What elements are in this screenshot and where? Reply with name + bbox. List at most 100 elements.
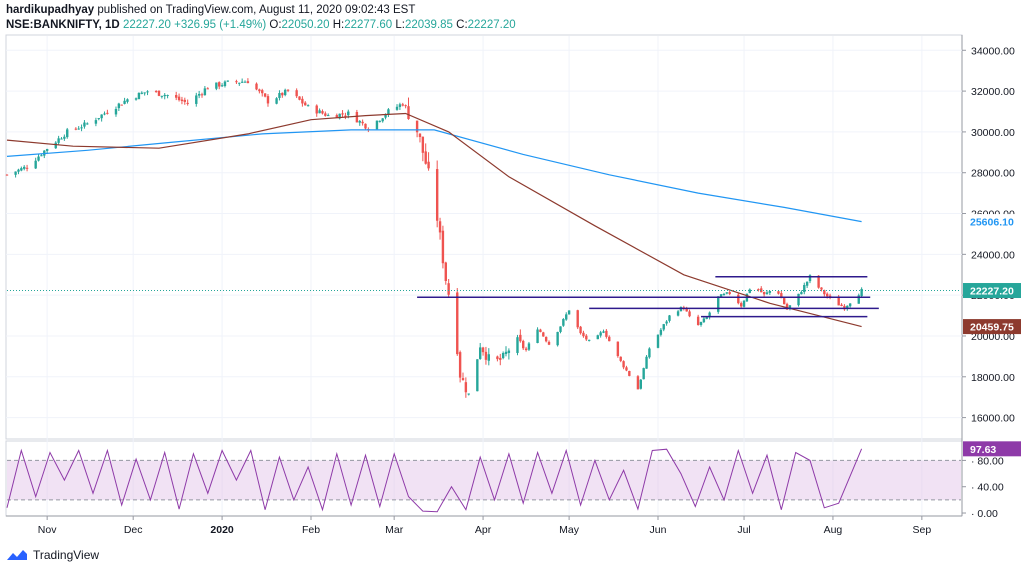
- candle-body: [418, 133, 422, 138]
- candle-body: [696, 316, 700, 326]
- time-tick-label: Aug: [824, 524, 843, 536]
- candle-body: [648, 348, 651, 358]
- candle-body: [685, 308, 688, 312]
- candle-body: [286, 89, 290, 91]
- low-value: 22039.85: [404, 19, 453, 31]
- price-tick-label: 30000.00: [971, 127, 1015, 139]
- candle-body: [536, 329, 539, 344]
- candle-body: [848, 303, 852, 307]
- candle-body: [619, 356, 622, 361]
- time-tick-label: 2020: [210, 524, 234, 536]
- candle-body: [424, 151, 427, 164]
- close-value: 22227.20: [467, 19, 516, 31]
- candle-body: [808, 275, 812, 282]
- candle-body: [375, 120, 379, 130]
- candle-body: [728, 292, 731, 294]
- candle-body: [803, 284, 806, 293]
- candle-body: [484, 351, 488, 360]
- candle-body: [705, 317, 708, 319]
- candle-body: [318, 110, 321, 114]
- candle-body: [507, 350, 511, 353]
- ma-fast-badge: 20459.75: [970, 322, 1014, 334]
- price-tick-label: 32000.00: [971, 86, 1015, 98]
- candle-body: [226, 80, 230, 82]
- candle-body: [100, 114, 103, 119]
- ma-fast-badge-bg: [963, 319, 1021, 335]
- candle-body: [180, 99, 184, 102]
- chart-canvas[interactable]: 16000.0018000.0020000.0022000.0024000.00…: [0, 0, 1024, 545]
- candle-body: [587, 339, 591, 341]
- candle-body: [435, 169, 439, 221]
- candle-body: [34, 160, 37, 169]
- candle-body: [263, 93, 267, 97]
- candle-body: [387, 109, 390, 115]
- candle-body: [441, 230, 445, 264]
- candle-body: [80, 127, 83, 129]
- candle-body: [447, 283, 450, 295]
- candle-body: [438, 221, 442, 233]
- candle-body: [338, 113, 341, 119]
- candle-body: [5, 174, 9, 176]
- candle-body: [298, 96, 301, 100]
- candle-body: [240, 81, 244, 83]
- symbol-line: NSE:BANKNIFTY, 1D 22227.20 +326.95 (+1.4…: [6, 18, 516, 33]
- candle-body: [622, 361, 625, 368]
- published-text: published on TradingView.com, August 11,…: [97, 4, 416, 16]
- footer-brand[interactable]: TradingView: [33, 548, 100, 562]
- candle-body: [788, 305, 792, 309]
- candle-body: [522, 340, 525, 349]
- candle-body: [805, 281, 809, 286]
- oscillator-tick-label: · 0.00: [971, 508, 998, 520]
- candle-body: [556, 331, 559, 346]
- candle-body: [154, 91, 158, 93]
- candle-body: [464, 382, 468, 393]
- candle-body: [57, 138, 60, 143]
- candle-body: [404, 105, 407, 107]
- oscillator-plot: · 0.00 · 40.00 · 80.00: [6, 448, 1004, 520]
- publish-line: hardikupadhyay published on TradingView.…: [6, 3, 516, 18]
- candle-body: [14, 171, 17, 175]
- candle-body: [800, 292, 803, 295]
- candle-body: [421, 136, 425, 153]
- time-tick-label: Mar: [385, 524, 404, 536]
- candle-body: [83, 122, 86, 127]
- candle-body: [616, 341, 620, 357]
- last-price-badge-bg: [963, 283, 1021, 299]
- candle-body: [565, 314, 568, 320]
- candle-body: [341, 113, 344, 115]
- candle-body: [768, 290, 772, 293]
- candle-body: [780, 293, 783, 299]
- candle-body: [748, 289, 751, 293]
- candle-body: [146, 91, 149, 93]
- candle-body: [539, 329, 542, 333]
- candle-body: [567, 310, 571, 315]
- candle-body: [478, 347, 482, 359]
- candle-body: [398, 104, 402, 107]
- candle-body: [218, 82, 221, 87]
- candle-body: [200, 94, 204, 96]
- candle-body: [760, 288, 763, 293]
- candle-body: [820, 287, 823, 290]
- change-text: +326.95 (+1.49%): [174, 19, 267, 31]
- candle-body: [281, 92, 284, 96]
- price-tick-label: 34000.00: [971, 45, 1015, 57]
- close-label: C:: [456, 19, 468, 31]
- candle-body: [659, 329, 663, 335]
- candle-body: [739, 303, 743, 307]
- symbol-label[interactable]: NSE:BANKNIFTY, 1D: [6, 19, 120, 31]
- publisher-name[interactable]: hardikupadhyay: [6, 4, 95, 16]
- candle-body: [60, 138, 63, 140]
- candle-body: [203, 88, 207, 96]
- time-tick-label: Feb: [302, 524, 320, 536]
- chart-header: hardikupadhyay published on TradingView.…: [6, 3, 516, 33]
- candle-body: [427, 161, 430, 169]
- ma-slow-badge: 25606.10: [970, 217, 1014, 229]
- candle-body: [378, 120, 382, 122]
- price-tick-label: 16000.00: [971, 413, 1015, 425]
- candle-body: [717, 296, 720, 312]
- candle-body: [306, 105, 310, 107]
- candle-body: [826, 293, 829, 297]
- candle-body: [708, 312, 711, 318]
- high-value: 22277.60: [344, 19, 393, 31]
- horizontal-levels: [417, 276, 879, 318]
